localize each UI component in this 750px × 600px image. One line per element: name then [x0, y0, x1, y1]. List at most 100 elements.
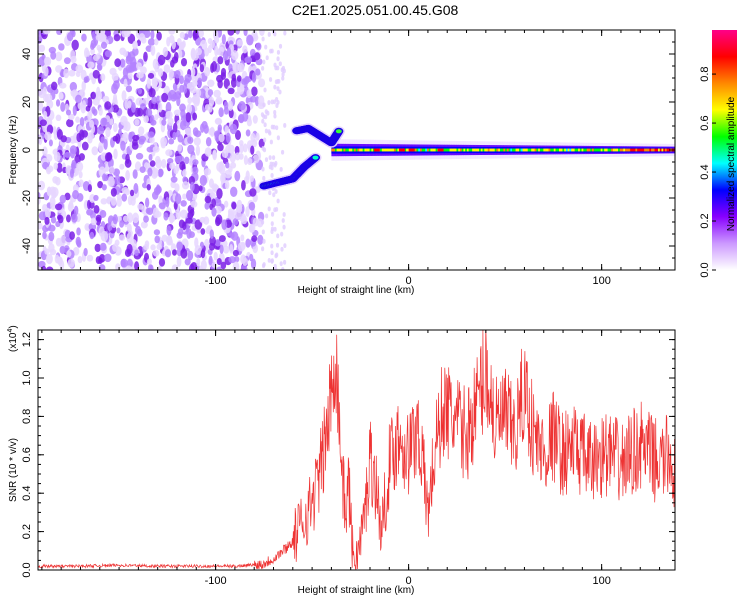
spectrogram-noise-cell — [165, 196, 170, 208]
spectrogram-noise-cell — [153, 229, 161, 236]
spectrogram-noise-cell — [116, 227, 121, 234]
spectrogram-noise-cell — [44, 131, 52, 141]
spectrogram-noise-cell — [112, 243, 119, 252]
spectrogram-noise-cell — [104, 101, 112, 110]
spectrogram-noise-cell — [45, 253, 53, 265]
spectrogram-noise-cell — [276, 79, 280, 84]
spectrogram-noise-cell — [261, 166, 265, 172]
spectrogram-noise-cell — [92, 69, 100, 79]
spectrogram-hotspot — [398, 148, 405, 152]
spectrogram-noise-cell — [257, 234, 264, 245]
spectrogram-noise-cell — [230, 186, 238, 198]
spectrogram-noise-cell — [236, 199, 243, 211]
spectrogram-noise-cell — [243, 155, 248, 166]
spectrogram-noise-cell — [281, 75, 285, 81]
spectrogram-noise-cell — [273, 84, 277, 90]
spectrogram-noise-cell — [241, 179, 246, 191]
spectrogram-signal-core — [388, 148, 391, 152]
spectrogram-noise-cell — [71, 213, 78, 223]
spectrogram-noise-cell — [270, 243, 274, 249]
spectrogram-noise-cell — [38, 192, 41, 199]
spectrogram-noise-cell — [75, 64, 84, 74]
spectrogram-noise-cell — [214, 238, 222, 247]
spectrogram-noise-cell — [145, 207, 151, 214]
colorbar-tick-label: 0.4 — [699, 164, 711, 179]
spectrogram-signal-core — [359, 148, 362, 152]
spectrogram-noise-cell — [249, 188, 257, 197]
spectrogram-noise-cell — [112, 80, 120, 90]
spectrogram-noise-cell — [221, 172, 226, 183]
spectrogram-noise-cell — [248, 201, 256, 211]
spectrogram-noise-cell — [168, 138, 175, 145]
spectrogram-noise-cell — [262, 59, 266, 65]
spectrogram-noise-cell — [90, 47, 96, 55]
spectrogram-noise-cell — [187, 211, 194, 220]
spectrogram-noise-cell — [71, 39, 79, 51]
spectrogram-noise-cell — [76, 161, 84, 172]
spectrogram-noise-cell — [104, 152, 111, 162]
spectrogram-noise-cell — [73, 205, 79, 216]
spectrogram-signal-core — [498, 148, 501, 152]
spectrogram-noise-cell — [145, 197, 150, 208]
spectrogram-noise-cell — [140, 103, 147, 110]
spectrogram-signal-core — [458, 148, 461, 152]
spectrogram-signal-core — [628, 148, 631, 152]
spectrogram-noise-cell — [151, 191, 159, 200]
spectrogram-signal-core — [663, 148, 666, 152]
spectrogram-noise-cell — [143, 51, 148, 62]
spectrogram-noise-cell — [146, 183, 151, 191]
spectrogram-signal-core — [472, 148, 475, 152]
spectrogram-noise-cell — [70, 55, 77, 64]
spectrogram-noise-cell — [188, 30, 193, 39]
spectrogram-noise-cell — [219, 42, 226, 53]
page-title: C2E1.2025.051.00.45.G08 — [291, 2, 459, 18]
spectrogram-noise-cell — [100, 73, 106, 82]
spectrogram-noise-cell — [231, 50, 239, 61]
spectrogram-noise-cell — [149, 264, 154, 270]
spectrogram-signal-core — [428, 148, 431, 152]
spectrogram-noise-cell — [103, 174, 109, 182]
spectrogram-noise-cell — [250, 145, 255, 155]
spectrogram-noise-cell — [38, 101, 44, 112]
spectrogram-signal-core — [331, 148, 334, 152]
spectrogram-noise-cell — [218, 133, 225, 143]
spectrogram-noise-cell — [189, 181, 195, 192]
spectrogram-signal-core — [654, 148, 657, 152]
spectrogram-noise-cell — [120, 140, 126, 151]
spectrogram-noise-cell — [145, 108, 153, 117]
spectrogram-noise-cell — [216, 162, 224, 172]
spectrogram-noise-cell — [95, 214, 102, 222]
spectrogram-signal-core — [465, 148, 468, 152]
spectrogram-noise-cell — [275, 125, 279, 131]
spectrogram-noise-cell — [126, 223, 132, 234]
spectrogram-noise-cell — [275, 242, 280, 248]
spectrogram-noise-cell — [105, 127, 111, 138]
spectrogram-signal-core — [567, 148, 570, 152]
spectrogram-noise-cell — [73, 246, 80, 256]
spectrogram-noise-cell — [60, 235, 67, 246]
spectrogram-signal-core — [362, 148, 365, 152]
spectrogram-noise-cell — [181, 181, 190, 190]
spectrogram-noise-cell — [84, 223, 91, 231]
spectrogram-signal-core — [343, 148, 346, 152]
spectrogram-noise-cell — [268, 155, 272, 161]
spectrogram-noise-cell — [97, 63, 102, 71]
spectrogram-noise-cell — [274, 267, 278, 270]
spectrogram-noise-cell — [147, 131, 155, 138]
spectrogram-signal-core — [583, 148, 586, 152]
spectrogram-noise-cell — [267, 257, 271, 263]
spectrogram-noise-cell — [219, 244, 224, 255]
spectrogram-signal-core — [531, 148, 534, 152]
spectrogram-noise-cell — [244, 75, 250, 85]
spectrogram-noise-cell — [110, 197, 117, 206]
spectrogram-signal-core — [515, 148, 518, 152]
spectrogram-noise-cell — [42, 146, 48, 157]
spectrogram-signal-core — [630, 148, 633, 152]
spectrogram-noise-cell — [172, 122, 178, 133]
spectrogram-signal-core — [395, 148, 398, 152]
spectrogram-noise-cell — [270, 124, 274, 130]
spectrogram-noise-cell — [227, 30, 235, 36]
spectrogram-x-axis-label: Height of straight line (km) — [298, 285, 415, 296]
spectrogram-noise-cell — [252, 138, 258, 148]
spectrogram-noise-cell — [276, 56, 280, 62]
